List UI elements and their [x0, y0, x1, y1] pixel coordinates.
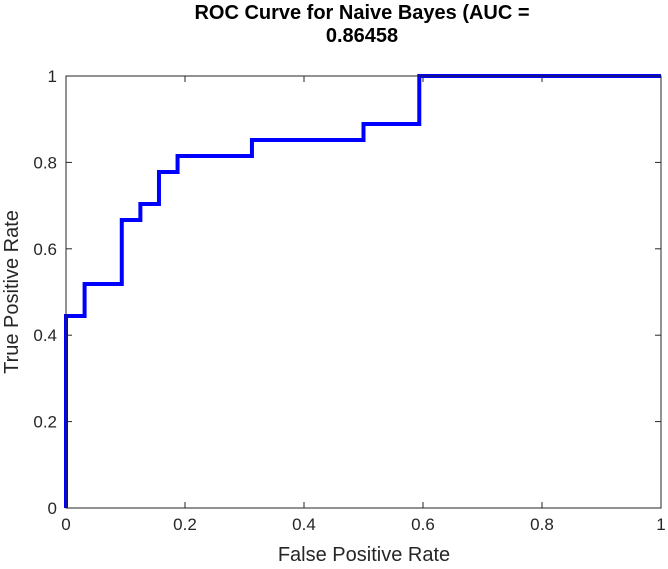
x-tick-label: 0.2: [173, 515, 197, 534]
x-tick-label: 0.4: [292, 515, 316, 534]
y-tick-label: 0.6: [33, 240, 57, 259]
series-layer: [64, 74, 661, 508]
ticks-layer: 0 0.2 0.4 0.6 0.8 1 0 0.2 0.4 0.6 0.8 1: [33, 67, 665, 534]
y-axis-label: True Positive Rate: [1, 210, 23, 374]
y-tick-label: 1: [48, 67, 57, 86]
y-tick-label: 0.2: [33, 413, 57, 432]
y-tick-label: 0.8: [33, 153, 57, 172]
y-tick-label: 0: [48, 499, 57, 518]
chart-title-line-1: ROC Curve for Naive Bayes (AUC =: [194, 2, 529, 24]
x-axis-label: False Positive Rate: [278, 544, 450, 564]
roc-curve-line: [64, 74, 661, 508]
x-tick-label: 0.6: [411, 515, 435, 534]
x-tick-label: 1: [656, 515, 665, 534]
chart-title-line-2: 0.86458: [326, 25, 398, 47]
plot-frame: [65, 75, 662, 509]
x-tick-label: 0.8: [530, 515, 554, 534]
y-tick-label: 0.4: [33, 326, 57, 345]
x-tick-label: 0: [61, 515, 70, 534]
